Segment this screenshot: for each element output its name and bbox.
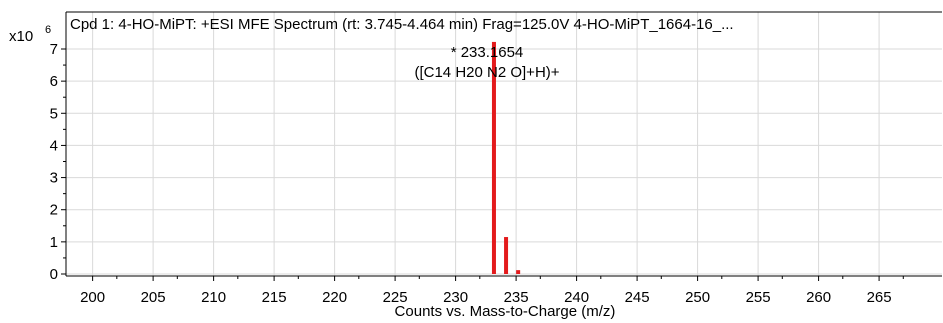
y-tick-label: 3 [50,170,58,187]
peak-annotation-formula: ([C14 H20 N2 O]+H)+ [414,64,559,81]
spectrum-peak-bar [491,41,496,274]
y-scale-exponent: 6 [45,24,51,36]
x-tick-label: 210 [201,289,226,306]
y-axis-ticks: 0 1 2 3 4 5 6 7 [50,41,66,283]
axes [65,11,942,277]
x-tick-label: 205 [141,289,166,306]
y-tick-label: 6 [50,73,58,90]
x-tick-label: 215 [262,289,287,306]
x-axis-label: Counts vs. Mass-to-Charge (m/z) [395,303,616,320]
x-tick-label: 260 [806,289,831,306]
chart-title: Cpd 1: 4-HO-MiPT: +ESI MFE Spectrum (rt:… [70,16,734,33]
x-tick-label: 255 [746,289,771,306]
y-tick-label: 2 [50,202,58,219]
y-tick-label: 5 [50,105,58,122]
spectrum-peak-bar [516,270,521,274]
x-tick-label: 250 [685,289,710,306]
y-scale-label: x10 [9,28,33,45]
y-tick-label: 0 [50,266,58,283]
y-tick-label: 4 [50,137,58,154]
x-tick-label: 240 [564,289,589,306]
x-tick-label: 265 [867,289,892,306]
x-tick-label: 235 [504,289,529,306]
x-tick-label: 225 [383,289,408,306]
x-tick-label: 200 [80,289,105,306]
y-tick-label: 7 [50,41,58,58]
x-tick-label: 220 [322,289,347,306]
x-tick-label: 245 [625,289,650,306]
x-axis-ticks: 200 205 210 215 220 225 230 235 240 245 250 255 260 2… [80,276,904,306]
spectrum-peaks [491,41,521,274]
y-tick-label: 1 [50,234,58,251]
x-tick-label: 230 [443,289,468,306]
peak-annotation-mz: * 233.1654 [451,44,524,61]
spectrum-peak-bar [504,237,509,274]
grid-lines [66,12,942,276]
